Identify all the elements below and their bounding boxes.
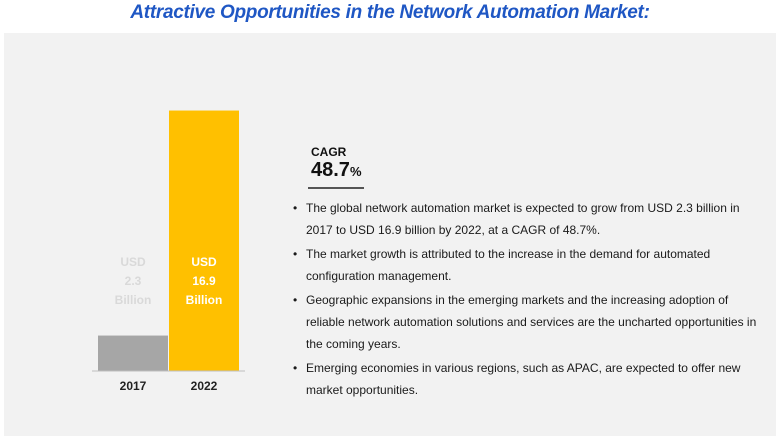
- bullet-item: The global network automation market is …: [289, 197, 769, 241]
- infographic-title: Attractive Opportunities in the Network …: [130, 2, 650, 23]
- bar-chart: 2017 USD 2.3 Billion 2022 USD 16.9 Billion: [92, 110, 245, 393]
- bullet-item: Geographic expansions in the emerging ma…: [289, 289, 769, 355]
- cagr-value: 48.7%: [311, 159, 362, 182]
- bar-data-label: USD: [120, 255, 146, 269]
- cagr-unit: %: [349, 164, 362, 179]
- bar-data-label: Billion: [186, 293, 223, 307]
- bar-2022: [169, 110, 239, 372]
- content-panel: 2017 USD 2.3 Billion 2022 USD 16.9 Billion CAGR…: [4, 33, 776, 436]
- cagr-underline: [308, 187, 364, 189]
- x-tick-label: 2017: [120, 379, 147, 393]
- bar-data-label: 16.9: [192, 274, 216, 288]
- bar-2017: [98, 335, 168, 371]
- cagr-label: CAGR: [311, 145, 347, 159]
- bullet-list: The global network automation market is …: [289, 197, 769, 403]
- bar-data-label: USD: [191, 255, 217, 269]
- bullet-item: The market growth is attributed to the i…: [289, 243, 769, 287]
- bullet-item: Emerging economies in various regions, s…: [289, 357, 769, 401]
- bar-data-label: 2.3: [125, 274, 142, 288]
- x-tick-label: 2022: [191, 379, 218, 393]
- bar-data-label: Billion: [115, 293, 152, 307]
- cagr-number: 48.7: [311, 159, 350, 181]
